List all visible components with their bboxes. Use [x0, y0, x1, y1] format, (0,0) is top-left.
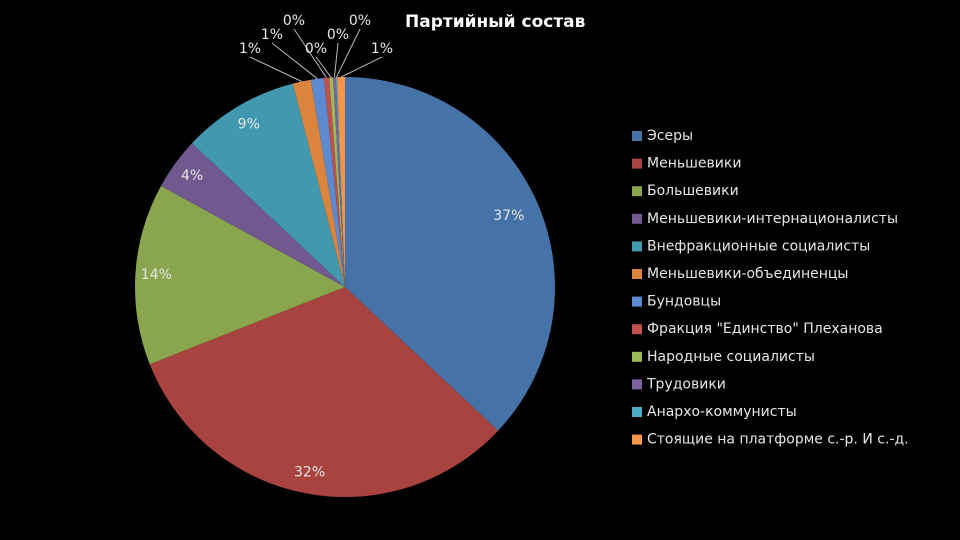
legend-swatch	[632, 158, 642, 169]
legend-swatch	[632, 324, 642, 335]
legend-swatch	[632, 296, 642, 307]
legend-swatch	[632, 131, 642, 141]
legend-label: Эсеры	[647, 128, 693, 144]
leader-line	[249, 56, 302, 82]
pie-slice	[160, 143, 345, 287]
legend-swatch	[632, 351, 642, 362]
legend-swatch	[632, 186, 642, 197]
pie-slice	[323, 77, 345, 287]
legend-label: Народные социалисты	[647, 349, 815, 365]
data-label: 1%	[371, 41, 393, 57]
data-label: 0%	[327, 27, 349, 43]
pie-slice	[292, 79, 345, 287]
data-label: 1%	[239, 41, 261, 57]
legend-label: Фракция "Единство" Плеханова	[647, 321, 883, 337]
pie-slice	[191, 83, 345, 287]
legend-label: Трудовики	[646, 376, 726, 392]
legend-label: Анархо-коммунисты	[647, 404, 797, 420]
data-label: 0%	[349, 13, 371, 29]
legend-label: Меньшевики-интернационалисты	[647, 211, 898, 227]
data-label: 37%	[493, 208, 524, 224]
leader-line	[335, 28, 361, 78]
legend-label: Меньшевики	[647, 156, 741, 172]
leader-line	[333, 42, 339, 78]
legend-swatch	[632, 269, 642, 279]
pie-slice	[149, 287, 499, 498]
pie-slice	[335, 77, 345, 288]
chart-title: Партийный состав	[405, 12, 586, 32]
pie-slice	[310, 78, 345, 287]
data-label: 0%	[305, 41, 327, 57]
legend-swatch	[632, 213, 642, 224]
pie-slice	[134, 185, 345, 365]
legend-swatch	[632, 407, 642, 417]
data-label: 14%	[141, 267, 172, 283]
legend-label: Бундовцы	[647, 294, 721, 310]
data-label: 1%	[261, 27, 283, 43]
leader-line	[340, 56, 383, 78]
pie-slice	[345, 77, 555, 431]
leader-line	[271, 42, 318, 80]
legend-label: Меньшевики-объединенцы	[647, 266, 848, 282]
pie-slice	[337, 77, 345, 287]
leader-line	[315, 56, 332, 78]
legend-label: Внефракционные социалисты	[647, 238, 870, 254]
legend-swatch	[632, 434, 642, 445]
data-label: 32%	[294, 465, 325, 481]
legend-label: Стоящие на платформе с.-р. И с.-д.	[647, 432, 909, 448]
data-label: 0%	[283, 13, 305, 29]
pie-slice	[329, 77, 345, 287]
legend-swatch	[632, 241, 642, 252]
data-label: 9%	[238, 116, 260, 132]
legend-label: Большевики	[647, 183, 739, 199]
legend-swatch	[632, 379, 642, 390]
pie-slice	[333, 77, 345, 287]
data-label: 4%	[181, 168, 203, 184]
leader-line	[293, 28, 327, 79]
